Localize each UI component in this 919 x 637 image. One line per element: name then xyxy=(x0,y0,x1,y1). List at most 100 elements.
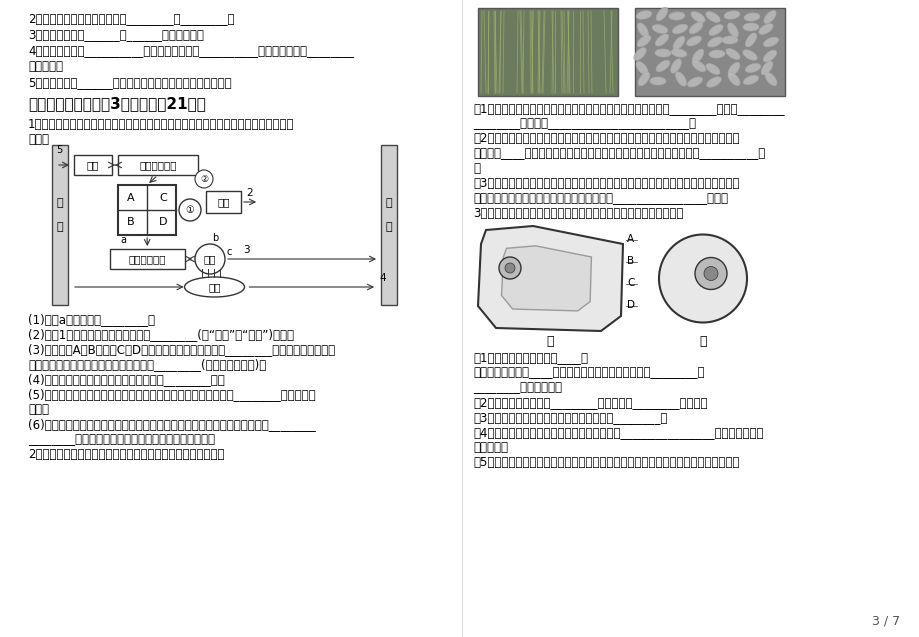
Text: ________，（填文字）: ________，（填文字） xyxy=(472,381,562,394)
Text: C: C xyxy=(159,193,166,203)
Ellipse shape xyxy=(691,61,705,72)
Bar xyxy=(478,8,618,96)
Text: (4)当血液流经肺部毛细血管时，血液变成________血。: (4)当血液流经肺部毛细血管时，血液变成________血。 xyxy=(28,373,224,386)
Text: （4）经观察发现，只在甲细胞胞中含有液泡和________________，因此该细胞是: （4）经观察发现，只在甲细胞胞中含有液泡和________________，因此… xyxy=(472,426,763,439)
Text: 回答：: 回答： xyxy=(28,133,49,146)
Text: C: C xyxy=(627,278,634,288)
Ellipse shape xyxy=(705,64,720,75)
Polygon shape xyxy=(501,246,591,311)
Text: ①: ① xyxy=(186,205,194,215)
Ellipse shape xyxy=(635,11,652,19)
Ellipse shape xyxy=(654,34,668,46)
Text: 2、下图分别为一片麦田和收获的麦粒，请分析回答下列问题。: 2、下图分别为一片麦田和收获的麦粒，请分析回答下列问题。 xyxy=(28,448,224,461)
Text: b: b xyxy=(211,233,218,243)
Ellipse shape xyxy=(691,49,703,63)
Ellipse shape xyxy=(744,33,755,47)
Text: 肺泡: 肺泡 xyxy=(86,160,99,170)
Ellipse shape xyxy=(686,36,700,46)
Text: 肺部毛细血管: 肺部毛细血管 xyxy=(139,160,176,170)
Text: (5)某肆炎患者尿检时发现尿液中有红细胞和蛋白质，此人肆脏的________可能发生了: (5)某肆炎患者尿检时发现尿液中有红细胞和蛋白质，此人肆脏的________可能… xyxy=(28,388,315,401)
Ellipse shape xyxy=(672,24,686,34)
Text: 乙: 乙 xyxy=(698,335,706,348)
Bar xyxy=(380,145,397,305)
Ellipse shape xyxy=(743,75,758,85)
Ellipse shape xyxy=(637,23,648,37)
Text: B: B xyxy=(627,256,633,266)
Ellipse shape xyxy=(743,23,758,31)
Ellipse shape xyxy=(650,77,665,85)
Text: 。: 。 xyxy=(472,162,480,175)
Ellipse shape xyxy=(670,59,681,73)
Circle shape xyxy=(658,234,746,322)
Ellipse shape xyxy=(655,61,669,72)
Text: 3、生物学是研究______和______规律的科学。: 3、生物学是研究______和______规律的科学。 xyxy=(28,28,204,41)
Text: 植物细胞。: 植物细胞。 xyxy=(472,441,507,454)
Ellipse shape xyxy=(727,23,738,37)
Text: （2）生长季节，小麦植株吸收的绝大部分水都通过某一生理活动散失掉了，则该生理: （2）生长季节，小麦植株吸收的绝大部分水都通过某一生理活动散失掉了，则该生理 xyxy=(472,132,739,145)
Text: 3、下图是植物细胞和动物细胞的结构示意图，据图回答下列问题：: 3、下图是植物细胞和动物细胞的结构示意图，据图回答下列问题： xyxy=(472,207,683,220)
Ellipse shape xyxy=(709,50,724,58)
Ellipse shape xyxy=(675,72,686,86)
Text: a: a xyxy=(119,235,126,245)
Text: A: A xyxy=(127,193,135,203)
Ellipse shape xyxy=(744,64,760,73)
Ellipse shape xyxy=(725,48,739,59)
Ellipse shape xyxy=(760,61,772,75)
Ellipse shape xyxy=(688,22,702,34)
Ellipse shape xyxy=(742,50,756,61)
Text: 4: 4 xyxy=(379,273,385,283)
Ellipse shape xyxy=(633,48,645,61)
Text: 现麦堆内部的温度较高，这是因为小麦在进行________________作用。: 现麦堆内部的温度较高，这是因为小麦在进行________________作用。 xyxy=(472,192,727,205)
Ellipse shape xyxy=(690,11,704,22)
Ellipse shape xyxy=(758,24,772,34)
Text: 小肠: 小肠 xyxy=(208,282,221,292)
Text: 5: 5 xyxy=(56,145,62,155)
Text: (6)肺泡壁、小肅绯毛壁以及毛细血管壁等结构的共同特点是：壁很薄，只由________: (6)肺泡壁、小肅绯毛壁以及毛细血管壁等结构的共同特点是：壁很薄，只由_____… xyxy=(28,418,315,431)
Ellipse shape xyxy=(723,11,739,19)
Ellipse shape xyxy=(727,73,739,85)
Text: 3: 3 xyxy=(243,245,249,255)
Ellipse shape xyxy=(763,50,776,62)
Text: 5、当肋间肌和______收缩时，胸廓扩张，气体被人体吸入。: 5、当肋间肌和______收缩时，胸廓扩张，气体被人体吸入。 xyxy=(28,76,232,89)
Text: A: A xyxy=(627,234,633,244)
Bar xyxy=(52,145,68,305)
Circle shape xyxy=(195,170,213,188)
Text: ②: ② xyxy=(199,175,208,183)
Ellipse shape xyxy=(635,61,647,75)
Text: 属于动物细胞的图____，动物植物细胞都具有的结构是________、: 属于动物细胞的图____，动物植物细胞都具有的结构是________、 xyxy=(472,366,704,379)
Bar xyxy=(118,185,176,235)
Text: （2）甲图中结构名称是________，它是进行________的场所。: （2）甲图中结构名称是________，它是进行________的场所。 xyxy=(472,396,707,409)
Text: (1)图中a生理过程叫________。: (1)图中a生理过程叫________。 xyxy=(28,313,154,326)
Ellipse shape xyxy=(655,7,667,21)
Ellipse shape xyxy=(721,36,737,44)
Text: 外

界: 外 界 xyxy=(385,198,391,232)
Text: 外

界: 外 界 xyxy=(57,198,63,232)
Ellipse shape xyxy=(705,11,720,22)
Ellipse shape xyxy=(763,10,776,24)
Text: 肾脏: 肾脏 xyxy=(217,197,230,207)
Ellipse shape xyxy=(706,77,720,87)
Text: （1）在阳光下，麦田中的小麦可进行光合作用，吸收空气中的________，合成________: （1）在阳光下，麦田中的小麦可进行光合作用，吸收空气中的________，合成_… xyxy=(472,102,784,115)
Text: B: B xyxy=(127,217,135,227)
Circle shape xyxy=(179,199,200,221)
Text: (3)图中心脏A与B之间、C与D之间防止血液倒流的结构是________，若从手臂静脉注射: (3)图中心脏A与B之间、C与D之间防止血液倒流的结构是________，若从手… xyxy=(28,343,335,356)
Text: 发育而来。: 发育而来。 xyxy=(28,60,62,73)
Ellipse shape xyxy=(686,77,702,87)
Ellipse shape xyxy=(185,277,244,297)
Text: 三、识图分析题（关3个小题，列21分）: 三、识图分析题（关3个小题，列21分） xyxy=(28,96,206,111)
Ellipse shape xyxy=(652,25,667,33)
Text: 细胞: 细胞 xyxy=(203,254,216,264)
Text: ________构成，这些结构特点都是与其功能相适应的。: ________构成，这些结构特点都是与其功能相适应的。 xyxy=(28,433,215,446)
Ellipse shape xyxy=(673,36,684,50)
Ellipse shape xyxy=(638,72,649,86)
Text: 病变。: 病变。 xyxy=(28,403,49,416)
Bar xyxy=(74,155,112,175)
Ellipse shape xyxy=(709,24,722,36)
Circle shape xyxy=(694,257,726,289)
Text: 4、植物的果皮由__________发育而来，种子由__________发育而来，胚由________: 4、植物的果皮由__________发育而来，种子由__________发育而来… xyxy=(28,44,354,57)
Bar xyxy=(634,8,784,96)
Polygon shape xyxy=(478,226,622,331)
Ellipse shape xyxy=(763,37,777,47)
Ellipse shape xyxy=(727,62,739,76)
Ellipse shape xyxy=(637,35,650,47)
